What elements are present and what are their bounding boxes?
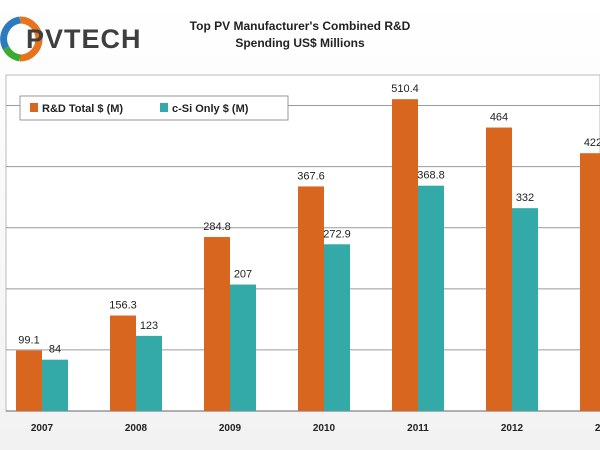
bar-rd-total-2010 — [298, 186, 324, 411]
pvtech-logo — [0, 16, 43, 62]
bar-rd-total-2011 — [392, 99, 418, 411]
logo-text: PVTECH — [26, 24, 142, 54]
bar-c-si-2008 — [136, 335, 162, 411]
data-label: 123 — [140, 320, 158, 332]
bar-rd-total-2012 — [486, 127, 512, 412]
bar-rd-total-2013 — [580, 153, 600, 412]
data-label: 99.1 — [18, 334, 39, 346]
x-tick-label: 2008 — [125, 423, 148, 434]
data-label: 510.4 — [391, 83, 419, 95]
data-label: 284.8 — [203, 221, 231, 233]
bar-c-si-2012 — [512, 208, 538, 411]
logo-arc-green — [2, 46, 21, 62]
chart-title-line-2: Spending US$ Millions — [235, 36, 365, 50]
x-tick-label: 2007 — [31, 423, 54, 434]
data-label: 332 — [516, 192, 534, 204]
x-tick-label: 2009 — [219, 423, 242, 434]
legend-swatch — [30, 103, 38, 112]
x-tick-label: 2011 — [407, 423, 429, 434]
x-tick-label: 2010 — [313, 423, 336, 434]
bar-c-si-2007 — [42, 359, 68, 411]
data-label: 207 — [234, 269, 252, 281]
legend-label: R&D Total $ (M) — [42, 103, 123, 115]
data-label: 156.3 — [109, 300, 137, 312]
chart-title: Top PV Manufacturer's Combined R&D Spend… — [150, 18, 450, 52]
logo-arc-blue — [0, 16, 21, 50]
x-tick-label: 2013 — [595, 423, 600, 434]
bar-rd-total-2008 — [110, 315, 136, 411]
data-label: 368.8 — [417, 170, 445, 182]
logo-arc-orange — [19, 16, 43, 62]
data-label: 272.9 — [323, 228, 351, 240]
bar-c-si-2010 — [324, 244, 350, 411]
legend-label: c-Si Only $ (M) — [172, 103, 249, 115]
bar-rd-total-2007 — [16, 350, 42, 411]
bar-rd-total-2009 — [204, 237, 230, 411]
chart-title-line-1: Top PV Manufacturer's Combined R&D — [189, 19, 411, 33]
bar-c-si-2011 — [418, 185, 444, 411]
legend — [19, 95, 289, 121]
data-label: 464 — [490, 112, 508, 124]
data-label: 422 — [584, 137, 600, 149]
bar-c-si-2009 — [230, 284, 256, 411]
data-label: 84 — [49, 344, 61, 356]
data-label: 367.6 — [297, 170, 325, 182]
legend-swatch — [160, 103, 168, 112]
x-tick-label: 2012 — [501, 423, 524, 434]
